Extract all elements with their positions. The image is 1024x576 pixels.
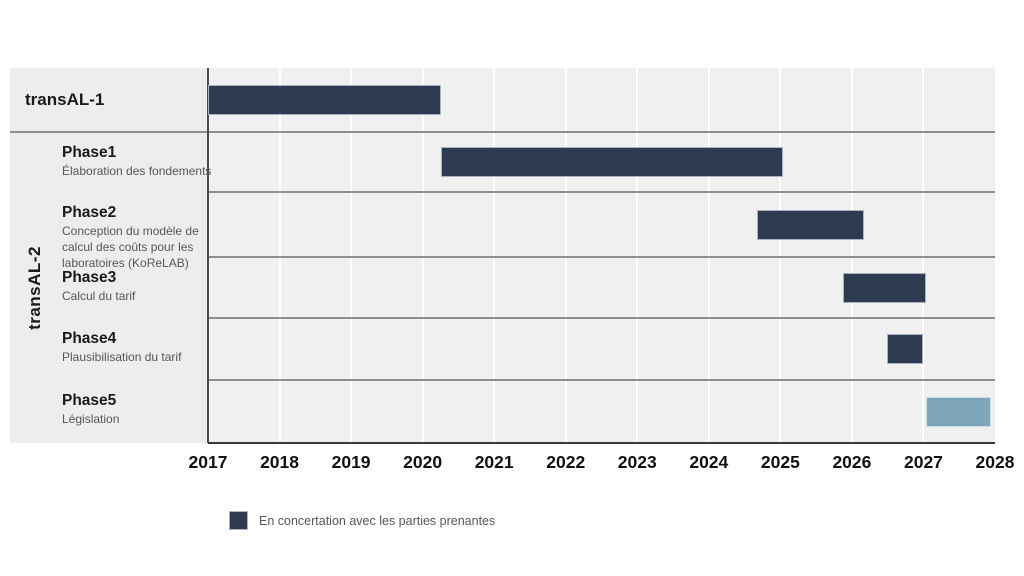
year-gridline [421, 68, 424, 443]
year-gridline [278, 68, 281, 443]
bar-phase5 [926, 396, 991, 427]
x-axis-line [208, 442, 995, 444]
bar-phase4 [886, 334, 923, 364]
row-separator [208, 317, 995, 319]
row-separator [208, 379, 995, 381]
group-label-text: transAL-2 [25, 245, 45, 330]
row-separator [208, 256, 995, 258]
legend-label: En concertation avec les parties prenant… [259, 513, 496, 528]
group-label-transal-1: transAL-1 [25, 90, 105, 109]
phase-cell-phase1: Phase1 Élaboration des fondements [62, 132, 214, 180]
year-gridline [564, 68, 567, 443]
year-tick-2028: 2028 [975, 452, 1015, 472]
bar-phase2 [756, 209, 865, 240]
y-axis-line [207, 68, 209, 443]
group-label-transal-2: transAL-2 [14, 132, 56, 443]
phase-description: Plausibilisation du tarif [62, 350, 182, 365]
year-tick-2018: 2018 [260, 452, 299, 472]
phase-cell-phase2: Phase2 Conception du modèle de calcul des… [62, 192, 214, 272]
phase-title: Phase1 [62, 144, 117, 161]
year-tick-2022: 2022 [546, 452, 586, 472]
legend: En concertation avec les parties prenant… [229, 511, 495, 530]
phase-description: Élaboration des fondements [62, 164, 212, 179]
bar-phase1 [441, 147, 783, 177]
year-gridline [922, 68, 925, 443]
year-gridline [707, 68, 710, 443]
year-gridline [850, 68, 853, 443]
year-tick-2023: 2023 [617, 452, 657, 472]
year-tick-2025: 2025 [760, 452, 800, 472]
phase-title: Phase4 [62, 330, 117, 347]
year-tick-2019: 2019 [331, 452, 371, 472]
row-separator [10, 131, 995, 133]
phase-title: Phase5 [62, 392, 117, 409]
phase-title: Phase3 [62, 269, 117, 286]
phase-description: Conception du modèle de calcul des coûts… [62, 224, 199, 271]
year-gridline [779, 68, 782, 443]
year-tick-2020: 2020 [403, 452, 443, 472]
year-gridline [493, 68, 496, 443]
year-gridline [636, 68, 639, 443]
phase-title: Phase2 [62, 204, 117, 221]
phase-cell-phase3: Phase3 Calcul du tarif [62, 257, 214, 305]
phase-description: Législation [62, 412, 120, 427]
row-separator [208, 191, 995, 193]
phase-cell-phase4: Phase4 Plausibilisation du tarif [62, 318, 214, 366]
year-tick-2027: 2027 [903, 452, 943, 472]
year-tick-2017: 2017 [188, 452, 228, 472]
phase-description: Calcul du tarif [62, 289, 136, 304]
bar-phase3 [843, 272, 926, 303]
phase-cell-phase5: Phase5 Législation [62, 380, 214, 428]
year-gridline [350, 68, 353, 443]
bar-transal-1 [208, 85, 441, 115]
legend-swatch [229, 511, 248, 530]
label-panel [10, 68, 208, 443]
year-tick-2021: 2021 [474, 452, 514, 472]
year-tick-2026: 2026 [832, 452, 872, 472]
year-tick-2024: 2024 [689, 452, 729, 472]
